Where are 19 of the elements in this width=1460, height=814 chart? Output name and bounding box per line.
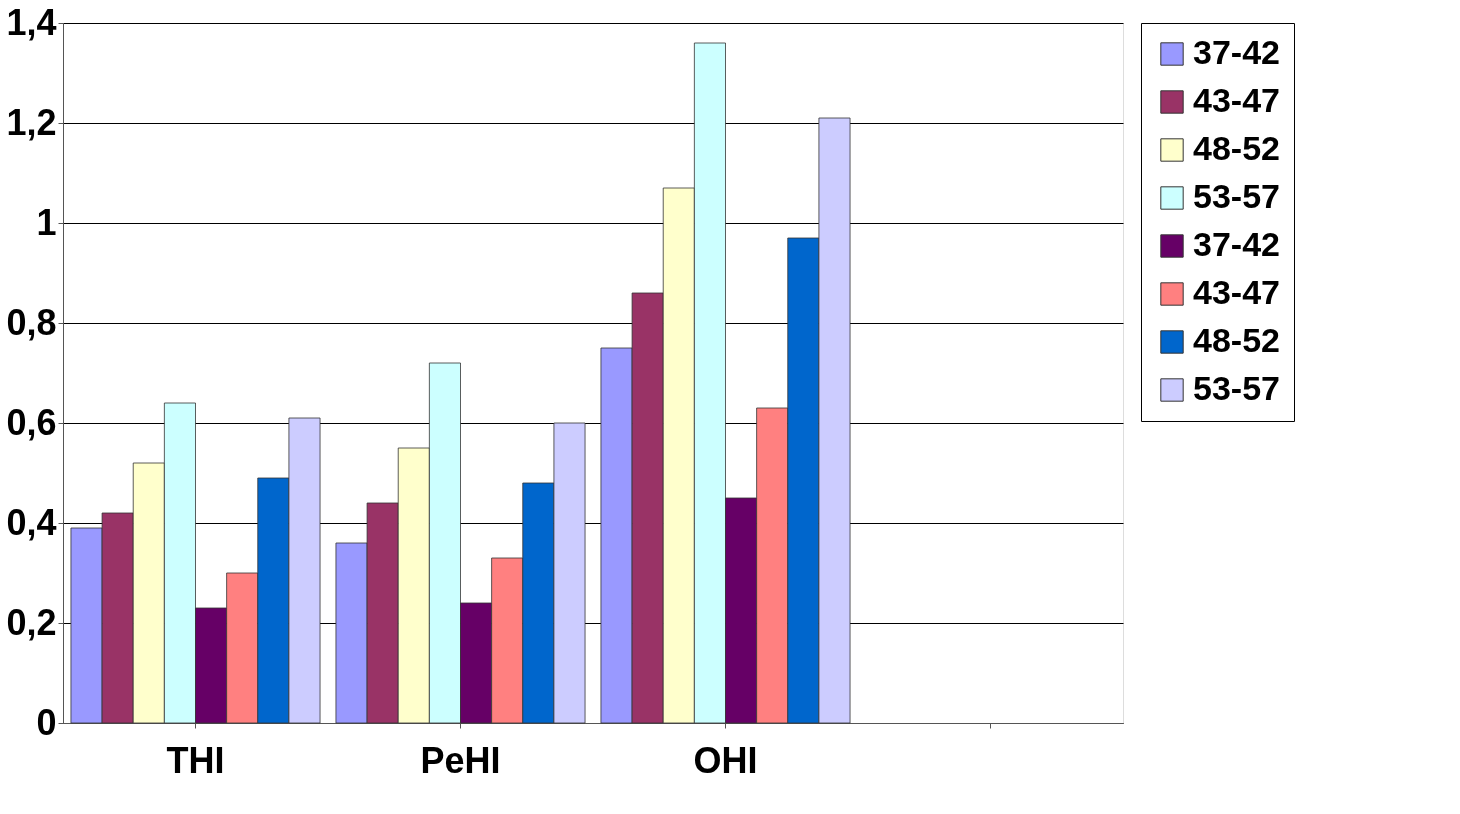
y-tick-label: 0,6	[6, 401, 57, 443]
x-tick-label: THI	[166, 739, 225, 781]
legend-label: 53-57	[1193, 177, 1280, 215]
y-tick-label: 1,4	[6, 1, 57, 43]
legend-label: 43-47	[1193, 273, 1280, 311]
y-tick-label: 0,4	[6, 501, 57, 543]
y-tick-label: 0,2	[6, 601, 57, 643]
legend-label: 43-47	[1193, 81, 1280, 119]
y-tick-label: 1	[36, 201, 57, 243]
y-tick-label: 0,8	[6, 301, 57, 343]
x-tick-label: PeHI	[420, 739, 501, 781]
legend-label: 48-52	[1193, 129, 1280, 167]
x-tick-label: OHI	[693, 739, 758, 781]
y-tick-label: 0	[36, 701, 57, 743]
legend-label: 48-52	[1193, 321, 1280, 359]
legend-label: 53-57	[1193, 369, 1280, 407]
legend-label: 37-42	[1193, 225, 1280, 263]
legend-label: 37-42	[1193, 33, 1280, 71]
y-tick-label: 1,2	[6, 101, 57, 143]
